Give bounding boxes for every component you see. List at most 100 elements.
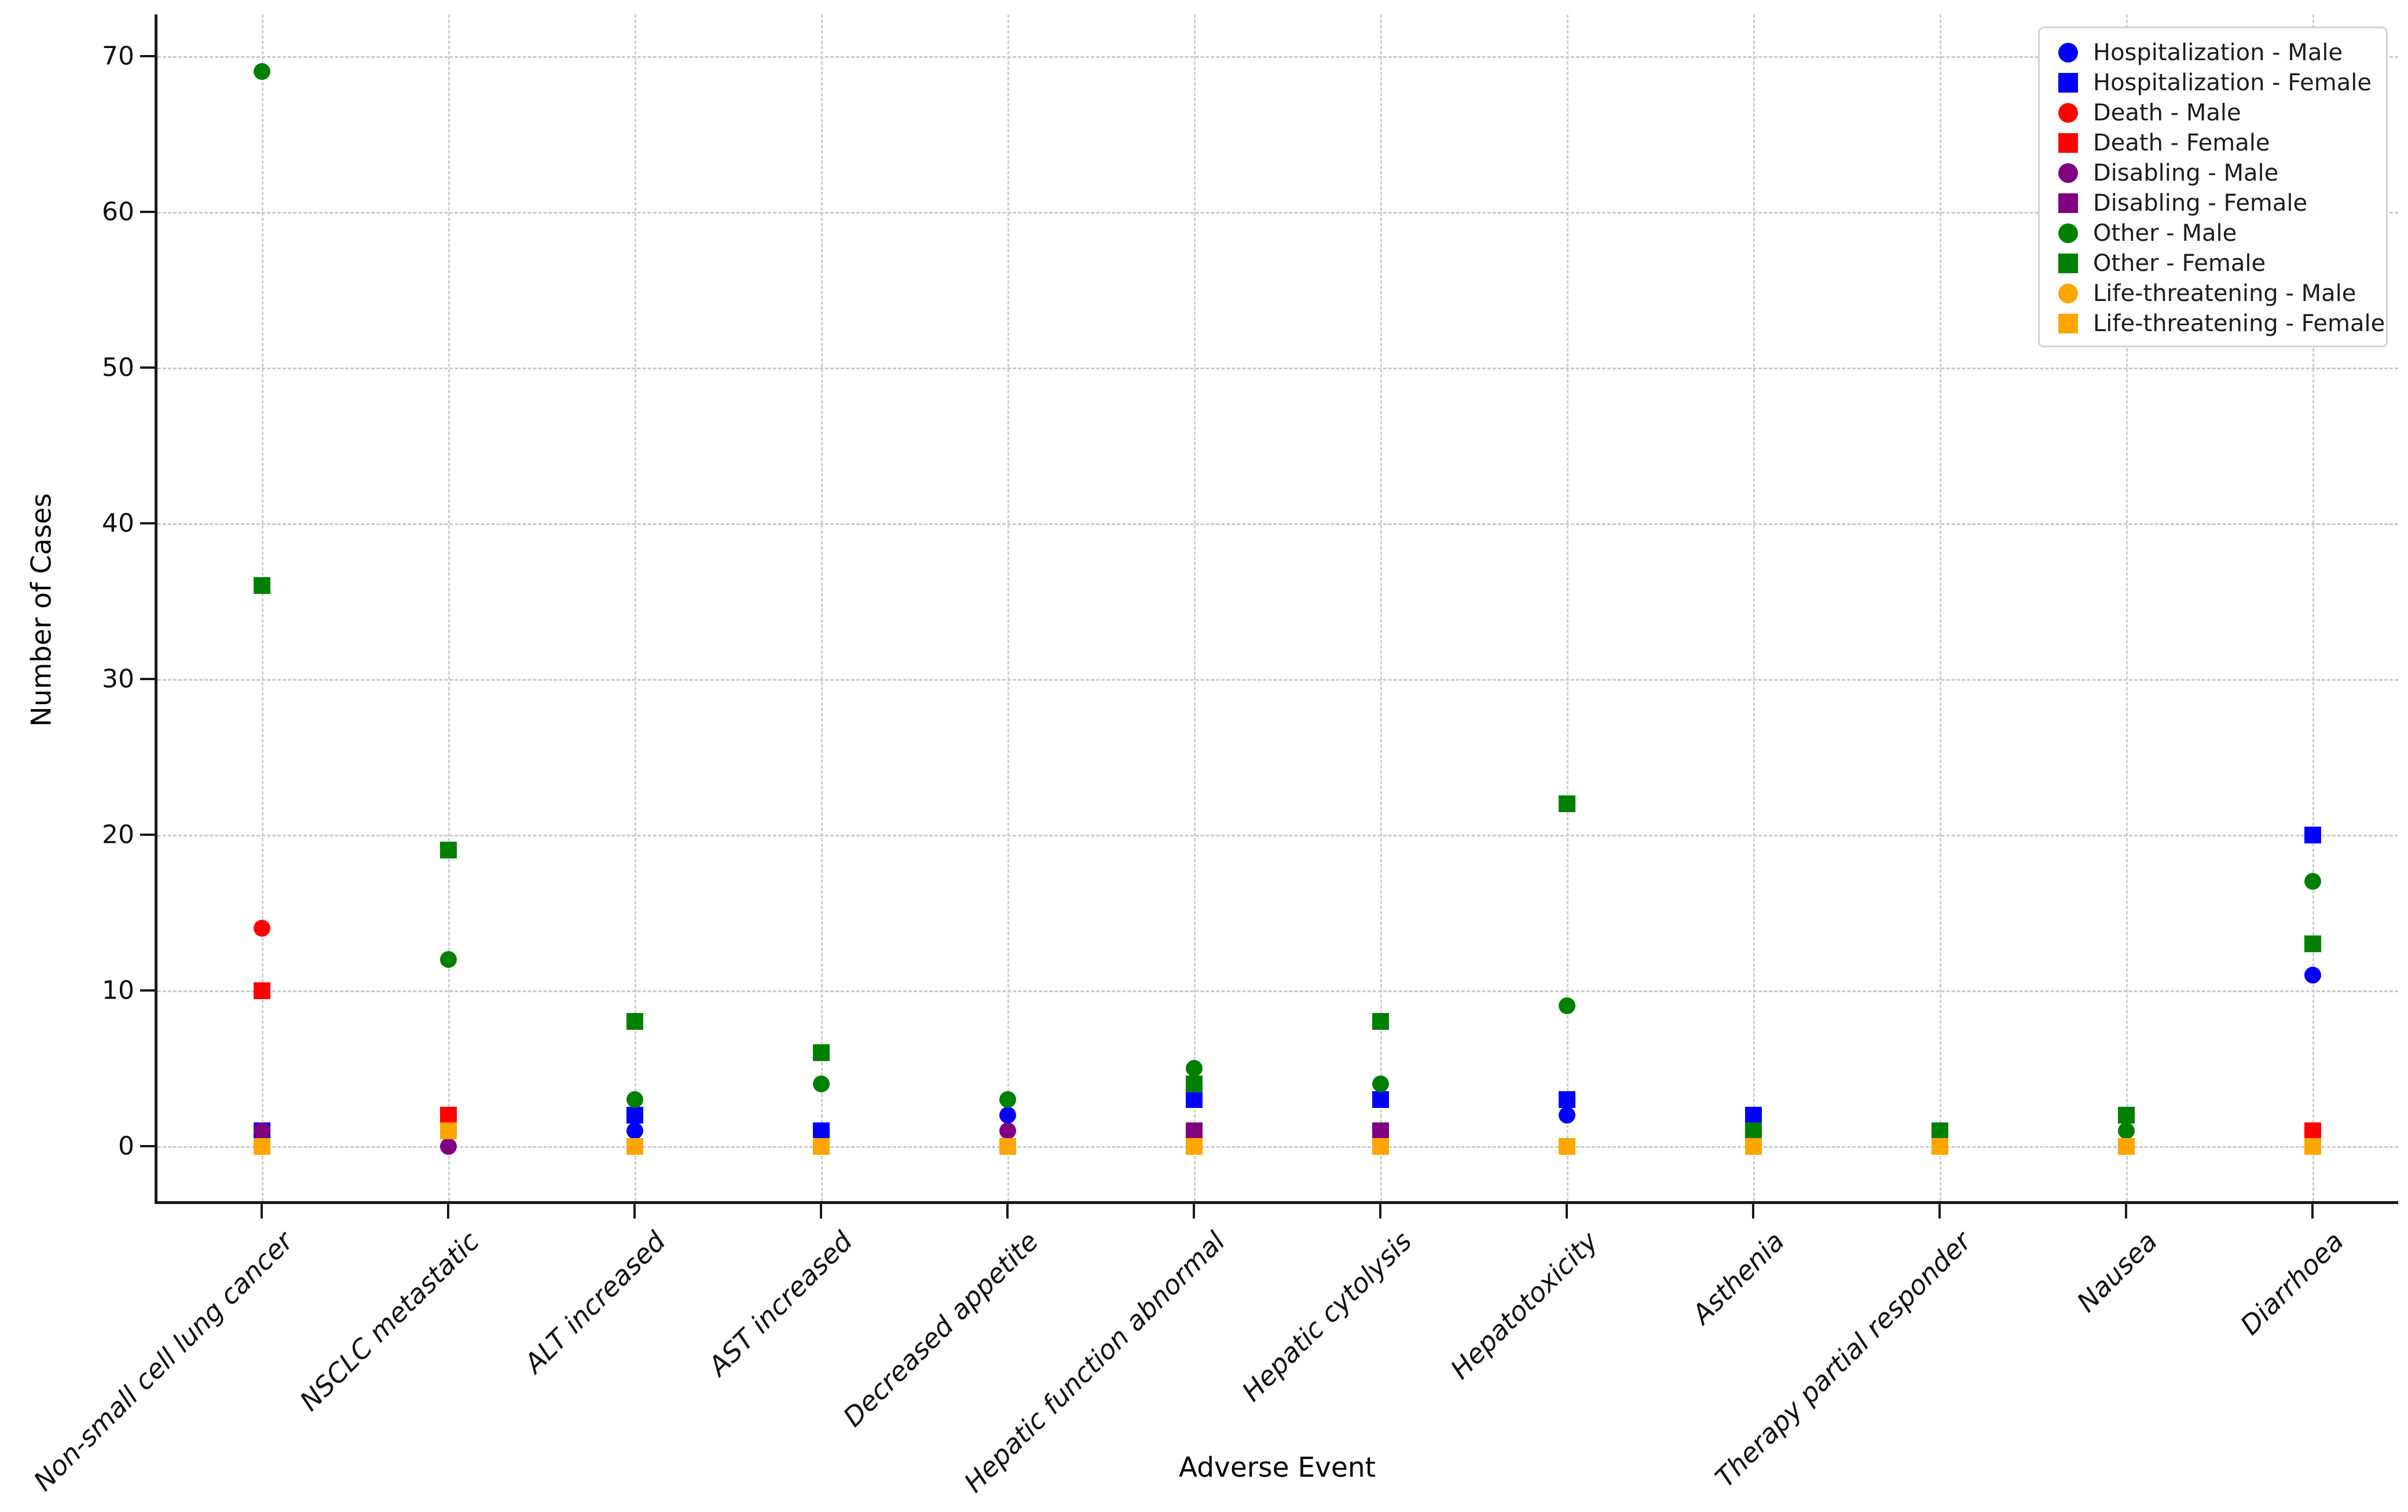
x-tick: [1566, 1201, 1568, 1219]
y-tick-label: 40: [102, 508, 134, 538]
data-point-life-threatening-female: [626, 1137, 643, 1155]
y-tick-label: 60: [102, 197, 134, 227]
horizontal-gridline: [157, 56, 2398, 58]
data-point-other-male: [439, 950, 457, 968]
data-point-hospitalization-male: [1558, 1106, 1575, 1124]
horizontal-gridline: [157, 835, 2398, 836]
vertical-gridline: [1753, 14, 1755, 1201]
legend-square-swatch: [2058, 314, 2078, 333]
vertical-gridline: [1567, 14, 1568, 1201]
data-point-other-female: [2304, 935, 2321, 952]
data-point-hospitalization-female: [626, 1106, 643, 1124]
data-point-life-threatening-female: [999, 1137, 1016, 1155]
legend-circle-swatch: [2058, 43, 2078, 63]
data-point-death-female: [253, 982, 270, 999]
data-point-life-threatening-female: [1931, 1137, 1948, 1155]
data-point-other-male: [253, 63, 270, 80]
data-point-other-male: [1372, 1075, 1389, 1092]
legend-label: Death - Male: [2093, 100, 2241, 126]
legend-label: Disabling - Male: [2093, 160, 2279, 186]
data-point-life-threatening-female: [1185, 1137, 1203, 1155]
data-point-life-threatening-female: [2117, 1137, 2135, 1155]
legend-label: Other - Female: [2093, 250, 2266, 277]
data-point-other-male: [1185, 1060, 1203, 1077]
legend-row: Life-threatening - Male: [2040, 278, 2386, 309]
data-point-other-female: [1931, 1122, 1948, 1139]
data-point-hospitalization-male: [2304, 966, 2321, 983]
y-tick-label: 30: [102, 664, 134, 694]
vertical-gridline: [1380, 14, 1382, 1201]
x-axis-title: Adverse Event: [1178, 1452, 1376, 1484]
y-axis-spine: [155, 14, 157, 1204]
x-tick: [1006, 1201, 1009, 1219]
data-point-other-female: [1744, 1122, 1762, 1139]
data-point-hospitalization-female: [2304, 826, 2321, 843]
x-tick: [1752, 1201, 1754, 1219]
vertical-gridline: [635, 14, 636, 1201]
data-point-disabling-female: [1372, 1122, 1389, 1139]
x-tick-label: Non-small cell lung cancer: [27, 1225, 299, 1498]
y-tick-label: 10: [102, 975, 134, 1005]
legend-label: Life-threatening - Male: [2093, 280, 2356, 307]
x-tick-label: Hepatic cytolysis: [1235, 1225, 1418, 1408]
data-point-life-threatening-female: [812, 1137, 830, 1155]
legend-square-swatch: [2058, 254, 2078, 273]
x-tick-label: Asthenia: [1685, 1225, 1791, 1330]
x-tick-label: ALT increased: [518, 1225, 672, 1379]
data-point-life-threatening-female: [2304, 1137, 2321, 1155]
x-tick: [820, 1201, 822, 1219]
data-point-life-threatening-female: [253, 1137, 270, 1155]
horizontal-gridline: [157, 212, 2398, 214]
data-point-hospitalization-female: [1185, 1091, 1203, 1108]
horizontal-gridline: [157, 523, 2398, 525]
legend-label: Death - Female: [2093, 130, 2270, 156]
data-point-other-female: [253, 577, 270, 594]
x-tick: [633, 1201, 636, 1219]
data-point-other-female: [626, 1013, 643, 1030]
legend: Hospitalization - Male Hospitalization - …: [2038, 27, 2388, 347]
x-tick-label: NSCLC metastatic: [294, 1225, 486, 1417]
legend-row: Disabling - Male: [2040, 158, 2386, 188]
data-point-other-male: [626, 1091, 643, 1108]
data-point-hospitalization-female: [812, 1122, 830, 1139]
x-axis-spine: [155, 1201, 2398, 1204]
data-point-hospitalization-female: [1744, 1106, 1762, 1124]
y-tick-label: 70: [102, 41, 134, 71]
legend-row: Death - Female: [2040, 128, 2386, 158]
legend-circle-swatch: [2058, 163, 2078, 183]
data-point-other-female: [2117, 1106, 2135, 1124]
data-point-other-male: [999, 1091, 1016, 1108]
legend-row: Other - Male: [2040, 218, 2386, 248]
legend-row: Hospitalization - Male: [2040, 38, 2386, 68]
legend-row: Disabling - Female: [2040, 188, 2386, 218]
horizontal-gridline: [157, 679, 2398, 681]
legend-square-swatch: [2058, 73, 2078, 93]
vertical-gridline: [2312, 14, 2314, 1201]
x-tick: [2311, 1201, 2314, 1219]
x-tick: [1193, 1201, 1195, 1219]
data-point-other-female: [1185, 1075, 1203, 1092]
data-point-other-male: [2304, 873, 2321, 890]
legend-circle-swatch: [2058, 103, 2078, 123]
legend-row: Other - Female: [2040, 248, 2386, 278]
legend-square-swatch: [2058, 133, 2078, 153]
legend-label: Disabling - Female: [2093, 190, 2308, 216]
data-point-disabling-male: [999, 1122, 1016, 1139]
legend-label: Hospitalization - Female: [2093, 69, 2372, 96]
y-tick-label: 20: [102, 820, 134, 850]
data-point-other-male: [812, 1075, 830, 1092]
horizontal-gridline: [157, 368, 2398, 369]
data-point-life-threatening-female: [1558, 1137, 1575, 1155]
y-tick-label: 0: [118, 1131, 134, 1161]
data-point-disabling-male: [253, 1122, 270, 1139]
y-tick: [140, 522, 157, 524]
x-tick-label: Nausea: [2070, 1225, 2164, 1318]
y-tick: [140, 211, 157, 213]
x-tick-label: Diarrhoea: [2234, 1225, 2350, 1341]
data-point-other-male: [2117, 1122, 2135, 1139]
data-point-disabling-male: [439, 1137, 457, 1155]
legend-label: Hospitalization - Male: [2093, 39, 2343, 66]
legend-row: Hospitalization - Female: [2040, 68, 2386, 98]
vertical-gridline: [1940, 14, 1941, 1201]
